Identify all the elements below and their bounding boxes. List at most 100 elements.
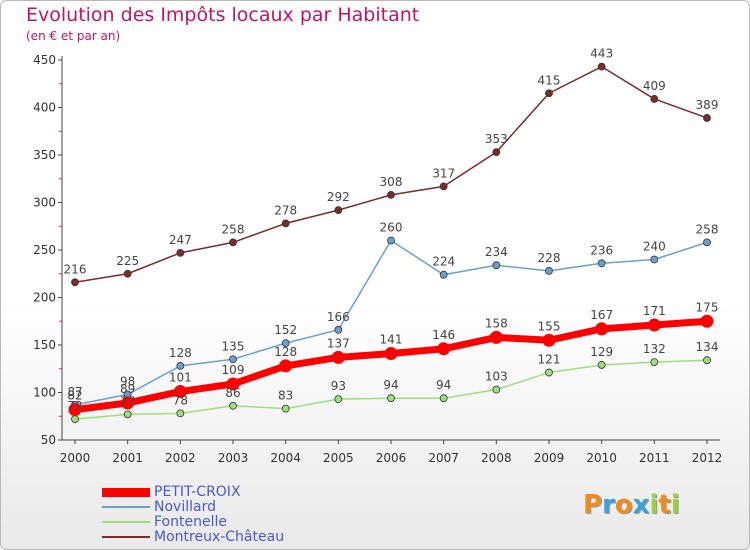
data-point-fontenelle [597, 361, 606, 369]
y-tick-label: 350 [33, 148, 56, 162]
data-point-montreux-ch-teau [439, 182, 448, 191]
x-tick-label: 2004 [270, 451, 301, 465]
series-lines [68, 62, 714, 424]
y-tick-label: 300 [33, 196, 56, 210]
data-label-petit-croix: 137 [327, 336, 350, 350]
data-point-montreux-ch-teau [597, 62, 606, 71]
data-label-montreux-ch-teau: 308 [380, 175, 403, 189]
data-label-petit-croix: 171 [643, 304, 666, 318]
data-label-montreux-ch-teau: 278 [274, 203, 297, 217]
data-point-montreux-ch-teau [334, 206, 343, 215]
x-tick-label: 2012 [692, 451, 723, 465]
data-point-montreux-ch-teau [650, 95, 659, 103]
data-label-novillard: 240 [643, 240, 666, 254]
data-label-novillard: 260 [380, 221, 403, 235]
data-label-montreux-ch-teau: 292 [327, 190, 350, 204]
data-point-petit-croix [279, 359, 293, 373]
data-point-montreux-ch-teau [176, 248, 185, 257]
data-point-petit-croix [226, 377, 240, 391]
data-label-montreux-ch-teau: 443 [590, 47, 613, 61]
data-label-fontenelle: 72 [67, 399, 82, 413]
data-point-novillard [176, 361, 185, 370]
data-point-novillard [229, 355, 237, 364]
logo-letter: P [583, 490, 603, 520]
data-label-petit-croix: 167 [590, 308, 613, 322]
data-label-montreux-ch-teau: 258 [222, 222, 245, 236]
data-point-montreux-ch-teau [703, 114, 711, 122]
data-label-petit-croix: 146 [432, 328, 455, 342]
x-tick-label: 2003 [218, 451, 249, 465]
legend-swatch [102, 536, 150, 538]
x-tick-label: 2007 [428, 451, 459, 465]
data-label-fontenelle: 78 [173, 393, 188, 407]
data-label-petit-croix: 155 [538, 319, 561, 333]
data-label-petit-croix: 141 [380, 333, 403, 347]
x-tick-label: 2011 [639, 451, 670, 465]
data-point-montreux-ch-teau [71, 278, 79, 287]
data-label-novillard: 128 [169, 346, 192, 360]
logo-letter: r [602, 490, 615, 520]
chart-subtitle: (en € et par an) [26, 29, 121, 43]
data-point-montreux-ch-teau [387, 190, 395, 199]
data-point-montreux-ch-teau [281, 219, 290, 228]
data-point-fontenelle [281, 404, 290, 413]
data-point-fontenelle [123, 410, 132, 419]
data-label-petit-croix: 175 [696, 300, 719, 314]
data-point-petit-croix [437, 342, 451, 356]
data-label-novillard: 258 [696, 222, 719, 236]
data-label-petit-croix: 89 [120, 382, 135, 396]
data-label-fontenelle: 94 [436, 378, 451, 392]
data-label-montreux-ch-teau: 317 [432, 166, 455, 180]
data-point-fontenelle [650, 358, 659, 367]
data-label-novillard: 224 [432, 255, 455, 269]
data-point-fontenelle [176, 409, 185, 418]
legend-label: Montreux-Château [154, 529, 285, 545]
x-tick-label: 2006 [376, 451, 407, 465]
legend-swatch [102, 521, 150, 523]
data-label-fontenelle: 134 [696, 340, 719, 354]
proxiti-logo: Proxiti [583, 490, 680, 520]
data-label-petit-croix: 158 [485, 316, 508, 330]
x-tick-label: 2008 [481, 451, 512, 465]
x-tick-label: 2005 [323, 451, 354, 465]
data-point-fontenelle [439, 394, 448, 403]
data-point-novillard [703, 238, 711, 247]
data-point-novillard [387, 236, 395, 245]
data-label-petit-croix: 109 [222, 363, 245, 377]
data-point-petit-croix [121, 396, 135, 410]
data-point-fontenelle [334, 395, 343, 404]
data-label-fontenelle: 77 [120, 394, 135, 408]
data-point-petit-croix [647, 318, 661, 332]
data-label-montreux-ch-teau: 415 [538, 73, 561, 87]
data-point-petit-croix [489, 330, 503, 344]
data-point-fontenelle [492, 385, 501, 394]
data-label-montreux-ch-teau: 247 [169, 233, 192, 247]
data-point-novillard [334, 325, 343, 334]
logo-letter: x [632, 490, 650, 520]
logo-letter: i [670, 490, 680, 520]
data-point-petit-croix [700, 314, 714, 328]
data-label-fontenelle: 83 [278, 389, 293, 403]
data-point-petit-croix [173, 385, 187, 399]
data-point-petit-croix [384, 347, 398, 361]
data-label-novillard: 234 [485, 245, 508, 259]
y-tick-label: 200 [33, 291, 56, 305]
y-tick-label: 150 [33, 338, 56, 352]
legend-label: Novillard [154, 499, 216, 515]
data-point-montreux-ch-teau [229, 238, 237, 247]
x-tick-label: 2009 [534, 451, 565, 465]
logo-letter: o [614, 490, 633, 520]
data-label-petit-croix: 101 [169, 371, 192, 385]
logo-letter: t [658, 490, 671, 520]
data-point-fontenelle [545, 368, 553, 377]
data-point-novillard [439, 270, 448, 279]
data-label-montreux-ch-teau: 216 [64, 262, 87, 276]
data-label-novillard: 166 [327, 310, 350, 324]
data-label-novillard: 152 [274, 323, 297, 337]
data-point-fontenelle [229, 401, 237, 410]
chart-title: Evolution des Impôts locaux par Habitant [26, 4, 420, 26]
data-label-petit-croix: 128 [274, 345, 297, 359]
x-tick-label: 2001 [112, 451, 143, 465]
y-tick-label: 100 [33, 386, 56, 400]
